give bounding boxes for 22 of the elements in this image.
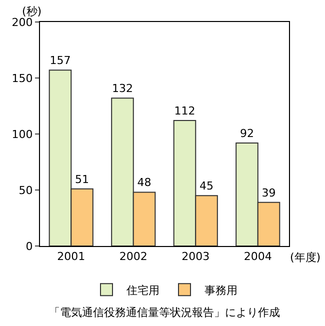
data-label: 39 (262, 186, 276, 200)
x-tick-label: 2001 (57, 250, 86, 264)
x-tick-label: 2003 (182, 250, 210, 264)
x-tick-label: 2004 (244, 250, 272, 264)
x-axis-title: (年度) (290, 251, 321, 264)
data-label: 45 (200, 180, 214, 193)
data-label: 132 (112, 82, 133, 96)
y-tick-label: 100 (12, 128, 33, 141)
text: 「電気通信役務通信量等状況報告」により作成 (49, 306, 280, 319)
data-label: 157 (50, 54, 71, 68)
data-label: 92 (240, 126, 254, 140)
data-label: 112 (174, 104, 196, 118)
legend-label: 住宅用 (126, 284, 160, 297)
y-tick-label: 0 (26, 240, 33, 253)
data-label: 51 (75, 172, 90, 186)
data-label: 48 (137, 176, 152, 190)
legend-label: 事務用 (204, 284, 238, 297)
y-axis-title: (秒) (22, 5, 42, 18)
y-tick-label: 50 (18, 184, 33, 197)
y-tick-label: 200 (12, 16, 33, 29)
x-tick-label: 2002 (119, 250, 148, 264)
y-tick-label: 150 (12, 72, 33, 85)
